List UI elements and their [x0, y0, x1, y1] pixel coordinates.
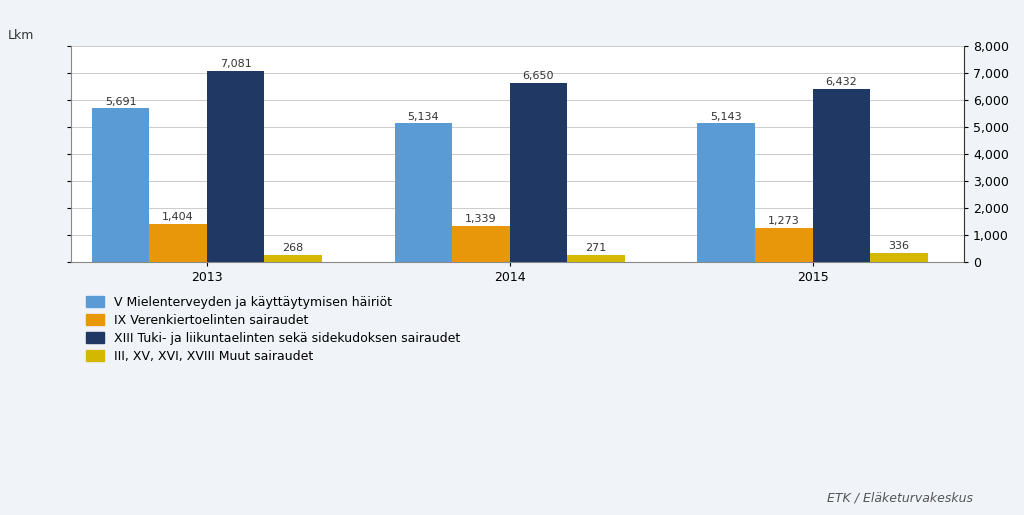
- Legend: V Mielenterveyden ja käyttäytymisen häiriöt, IX Verenkiertoelinten sairaudet, XI: V Mielenterveyden ja käyttäytymisen häir…: [86, 296, 461, 363]
- Bar: [394, 124, 453, 262]
- Text: 268: 268: [283, 243, 304, 253]
- Bar: [813, 89, 870, 262]
- Text: 7,081: 7,081: [220, 59, 252, 70]
- Bar: [453, 226, 510, 262]
- Text: ETK / Eläketurvakeskus: ETK / Eläketurvakeskus: [826, 492, 973, 505]
- Bar: [870, 253, 928, 262]
- Bar: [510, 82, 567, 262]
- Text: 1,339: 1,339: [465, 214, 497, 224]
- Text: 6,650: 6,650: [522, 71, 554, 81]
- Text: 336: 336: [889, 241, 909, 251]
- Text: 1,404: 1,404: [162, 212, 194, 222]
- Text: 6,432: 6,432: [825, 77, 857, 87]
- Bar: [207, 71, 264, 262]
- Bar: [697, 123, 755, 262]
- Bar: [264, 255, 322, 262]
- Text: 1,273: 1,273: [768, 216, 800, 226]
- Bar: [92, 109, 150, 262]
- Text: 5,134: 5,134: [408, 112, 439, 122]
- Bar: [567, 254, 625, 262]
- Text: 271: 271: [586, 243, 606, 253]
- Bar: [755, 228, 813, 262]
- Text: Lkm: Lkm: [8, 29, 35, 42]
- Bar: [150, 224, 207, 262]
- Text: 5,691: 5,691: [104, 97, 136, 107]
- Text: 5,143: 5,143: [711, 112, 742, 122]
